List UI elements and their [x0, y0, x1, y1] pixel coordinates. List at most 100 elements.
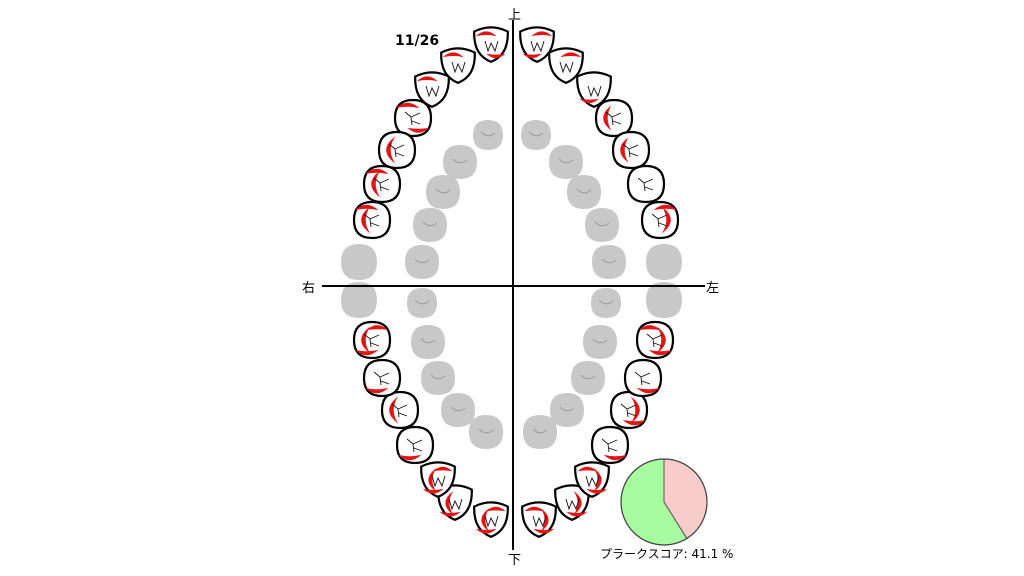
tooth-crown-LR1 [473, 501, 509, 538]
tooth-UL7[interactable] [640, 200, 680, 240]
plaque-area-LL6-distal [636, 387, 661, 394]
plaque-area-UR4-distal [395, 102, 420, 109]
plaque-area-LR2-distal [439, 511, 461, 517]
plaque-area-UR6-buccal [371, 170, 381, 198]
tooth-UR3[interactable] [414, 71, 450, 108]
tooth-crown-UR6 [362, 164, 402, 204]
plaque-area-UR7-buccal [361, 206, 371, 234]
tooth-UL3[interactable] [576, 71, 612, 108]
plaque-area-UR5-buccal [386, 136, 396, 164]
tooth-crown-UR8 [341, 244, 377, 280]
tooth-UR2[interactable] [440, 47, 476, 84]
axis-label-left: 右 [302, 281, 315, 296]
plaque-area-UL4-lingual [603, 105, 612, 131]
tooth-LL5[interactable] [609, 390, 649, 430]
fissure-lines-UR4 [404, 111, 421, 126]
tooth-crown-LR7 [352, 320, 392, 360]
plaque-area-UR4-mesial [407, 127, 430, 133]
tooth-crown-UL8 [646, 244, 682, 280]
fissure-lines-UL2 [559, 61, 574, 74]
tooth-LR1[interactable] [473, 501, 509, 538]
tooth-UR4[interactable] [393, 98, 433, 138]
fissure-lines-UR6 [373, 177, 390, 192]
tooth-LL7[interactable] [635, 320, 675, 360]
plaque-area-LR3-distal [422, 488, 444, 494]
tooth-LR6[interactable] [362, 358, 402, 398]
tooth-crown-LL4 [590, 425, 630, 465]
tooth-UL8[interactable] [646, 244, 682, 280]
plaque-area-LR7-buccal [361, 326, 371, 354]
tooth-LL8[interactable] [646, 282, 682, 318]
tooth-LR8[interactable] [341, 282, 377, 318]
tooth-LL1[interactable] [521, 501, 557, 538]
tooth-crown-UR1 [473, 26, 509, 63]
tooth-LL4[interactable] [590, 425, 630, 465]
tooth-UL1[interactable] [519, 26, 555, 63]
tooth-LL3[interactable] [574, 461, 610, 498]
fissure-lines-UR2 [451, 61, 466, 74]
tooth-LR7[interactable] [352, 320, 392, 360]
lingual-tooth-groove-9 [594, 221, 610, 227]
tooth-UR6[interactable] [362, 164, 402, 204]
plaque-area-UR2-distal [442, 52, 464, 58]
plaque-area-UL3-mesial [579, 98, 599, 104]
tooth-crown-UL5 [611, 130, 651, 170]
tooth-UR7[interactable] [352, 200, 392, 240]
tooth-crown-LR8 [341, 282, 377, 318]
axis-label-top: 上 [508, 8, 521, 23]
plaque-area-LL5-distal [622, 419, 647, 426]
lingual-tooth-16 [591, 288, 621, 318]
lingual-tooth-17 [583, 325, 617, 359]
tooth-UR5[interactable] [377, 130, 417, 170]
fissure-lines-UL7 [651, 213, 668, 228]
plaque-area-UL7-buccal [661, 206, 671, 234]
tooth-UR1[interactable] [473, 26, 509, 63]
fissure-lines-LL3 [585, 475, 600, 488]
fissure-lines-LR4 [406, 438, 423, 453]
lingual-tooth-13 [421, 361, 455, 395]
plaque-area-UL1-mesial [522, 53, 542, 59]
plaque-area-LL3-distal [586, 488, 608, 494]
tooth-LL2[interactable] [554, 484, 590, 521]
tooth-crown-LR2 [437, 484, 473, 521]
tooth-UL2[interactable] [548, 47, 584, 84]
tooth-UR8[interactable] [341, 244, 377, 280]
lingual-tooth-groove-10 [601, 258, 617, 264]
tooth-crown-UR5 [377, 130, 417, 170]
lingual-tooth-9 [585, 208, 619, 242]
plaque-area-LR3-mesial [433, 466, 453, 472]
plaque-area-LL1-distal [533, 528, 555, 534]
tooth-UL6[interactable] [626, 164, 666, 204]
lingual-tooth-groove-5 [414, 258, 430, 264]
tooth-UL5[interactable] [611, 130, 651, 170]
tooth-UL4[interactable] [594, 98, 634, 138]
fissure-lines-LL7 [646, 333, 663, 348]
plaque-area-LL2-distal [566, 511, 588, 517]
tooth-LR4[interactable] [395, 425, 435, 465]
plaque-score-pie [620, 458, 708, 546]
lingual-tooth-19 [550, 393, 584, 427]
lingual-tooth-groove-19 [559, 406, 575, 412]
tooth-crown-UL1 [519, 26, 555, 63]
plaque-area-LR7-mesial [366, 325, 389, 331]
lingual-tooth-groove-18 [580, 374, 596, 380]
tooth-LR5[interactable] [380, 390, 420, 430]
chart-date: 11/26 [395, 33, 439, 49]
lingual-tooth-15 [469, 415, 503, 449]
tooth-crown-LL6 [623, 358, 663, 398]
lingual-tooth-5 [405, 245, 439, 279]
plaque-area-LR4-distal [397, 454, 422, 461]
fissure-lines-UL6 [637, 177, 654, 192]
tooth-LR2[interactable] [437, 484, 473, 521]
plaque-area-LR5-buccal [389, 396, 399, 424]
fissure-lines-LL6 [634, 371, 651, 386]
lingual-tooth-groove-17 [592, 338, 608, 344]
fissure-lines-LR6 [373, 371, 390, 386]
lingual-tooth-4 [413, 208, 447, 242]
tooth-crown-UL7 [640, 200, 680, 240]
lingual-tooth-20 [523, 415, 557, 449]
tooth-LR3[interactable] [420, 461, 456, 498]
tooth-LL6[interactable] [623, 358, 663, 398]
lingual-tooth-14 [441, 393, 475, 427]
